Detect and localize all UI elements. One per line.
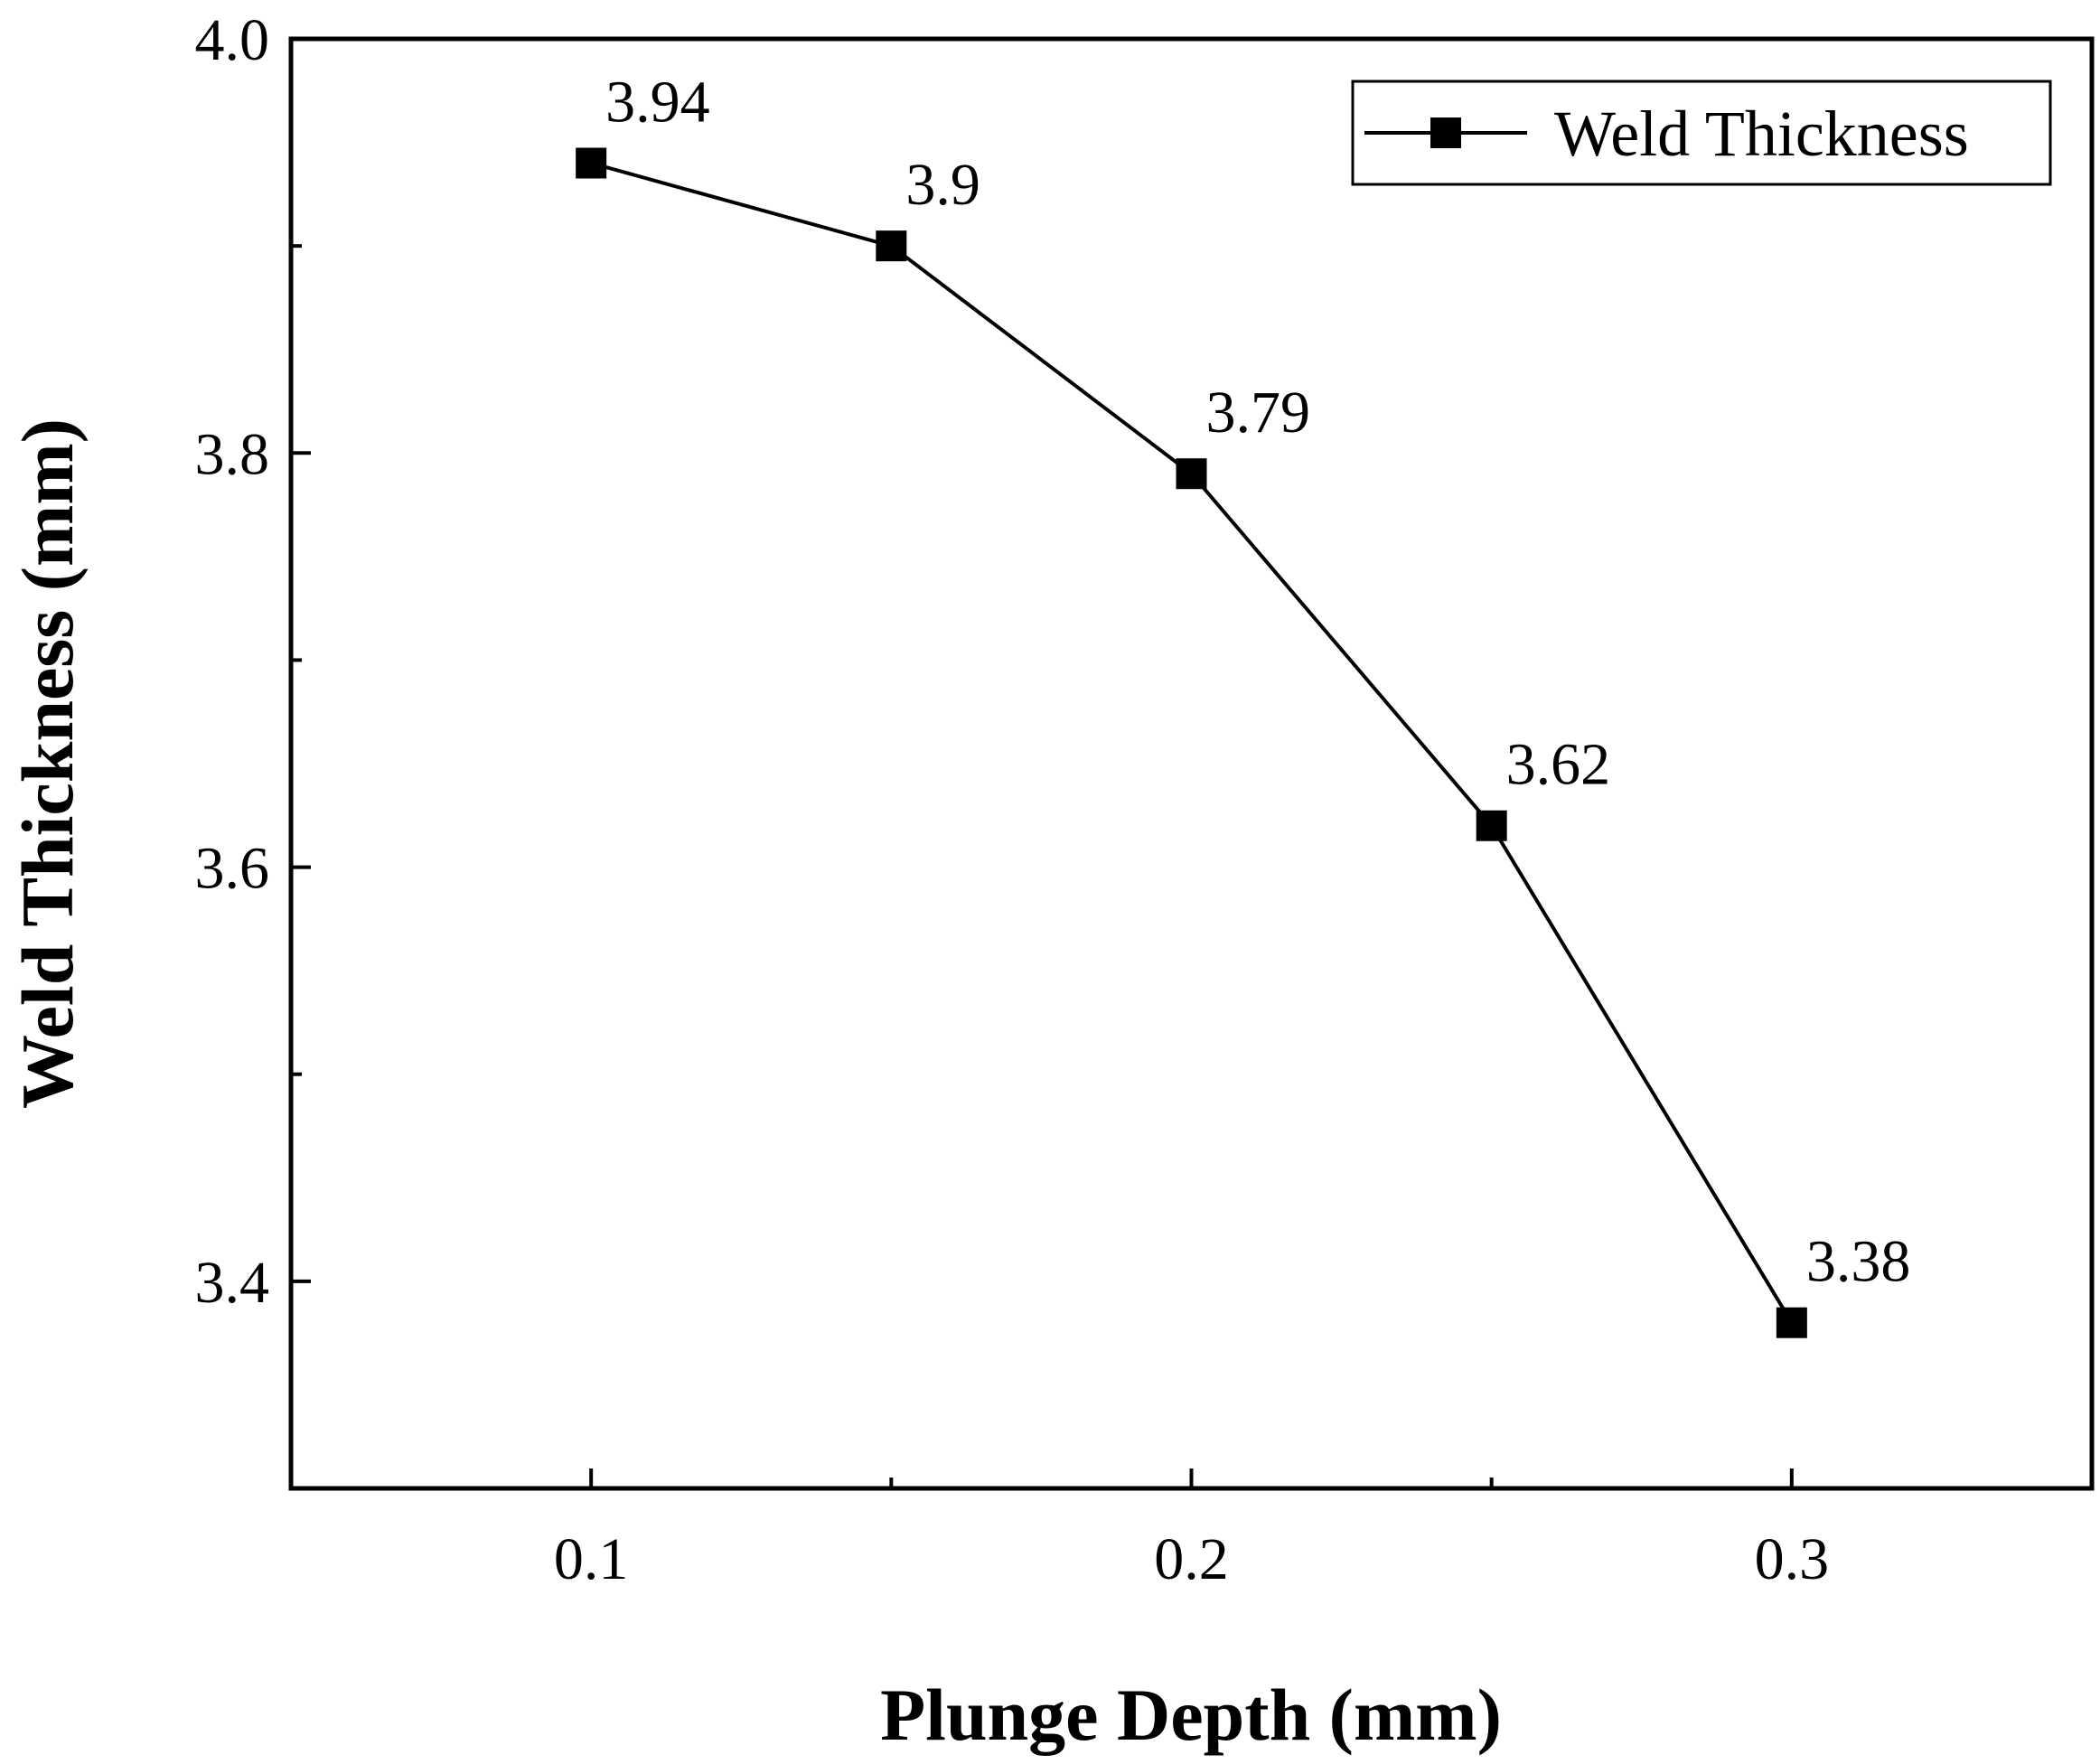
data-point-marker [1476,810,1507,841]
legend-square-marker [1430,117,1461,148]
y-tick-label: 3.6 [195,836,270,902]
x-tick-label: 0.1 [554,1526,629,1592]
x-tick-label: 0.2 [1154,1526,1229,1592]
series-line [590,161,1794,1324]
y-axis: 3.4 3.6 3.8 4.0 [195,7,311,1316]
data-point-marker [876,230,907,262]
data-label: 3.38 [1806,1229,1911,1295]
x-axis-title: Plunge Depth (mm) [880,1674,1502,1756]
series-layer: 3.94 3.9 3.79 3.62 3.38 [576,69,1911,1338]
legend-label: Weld Thickness [1554,98,1969,170]
data-label: 3.62 [1506,732,1611,798]
data-point-marker [576,147,607,179]
x-tick-label: 0.3 [1755,1526,1830,1592]
y-tick-label: 3.4 [195,1250,270,1316]
legend: Weld Thickness [1351,80,2052,186]
data-point-marker [1776,1307,1807,1338]
data-label: 3.94 [605,69,710,135]
y-tick-label: 3.8 [195,421,270,487]
data-label: 3.79 [1206,380,1311,446]
y-axis-title: Weld Thickness (mm) [6,418,89,1109]
data-label: 3.9 [905,152,980,218]
x-axis: 0.1 0.2 0.3 [554,1468,1829,1592]
data-point-marker [1176,458,1207,490]
y-tick-label: 4.0 [195,7,270,73]
